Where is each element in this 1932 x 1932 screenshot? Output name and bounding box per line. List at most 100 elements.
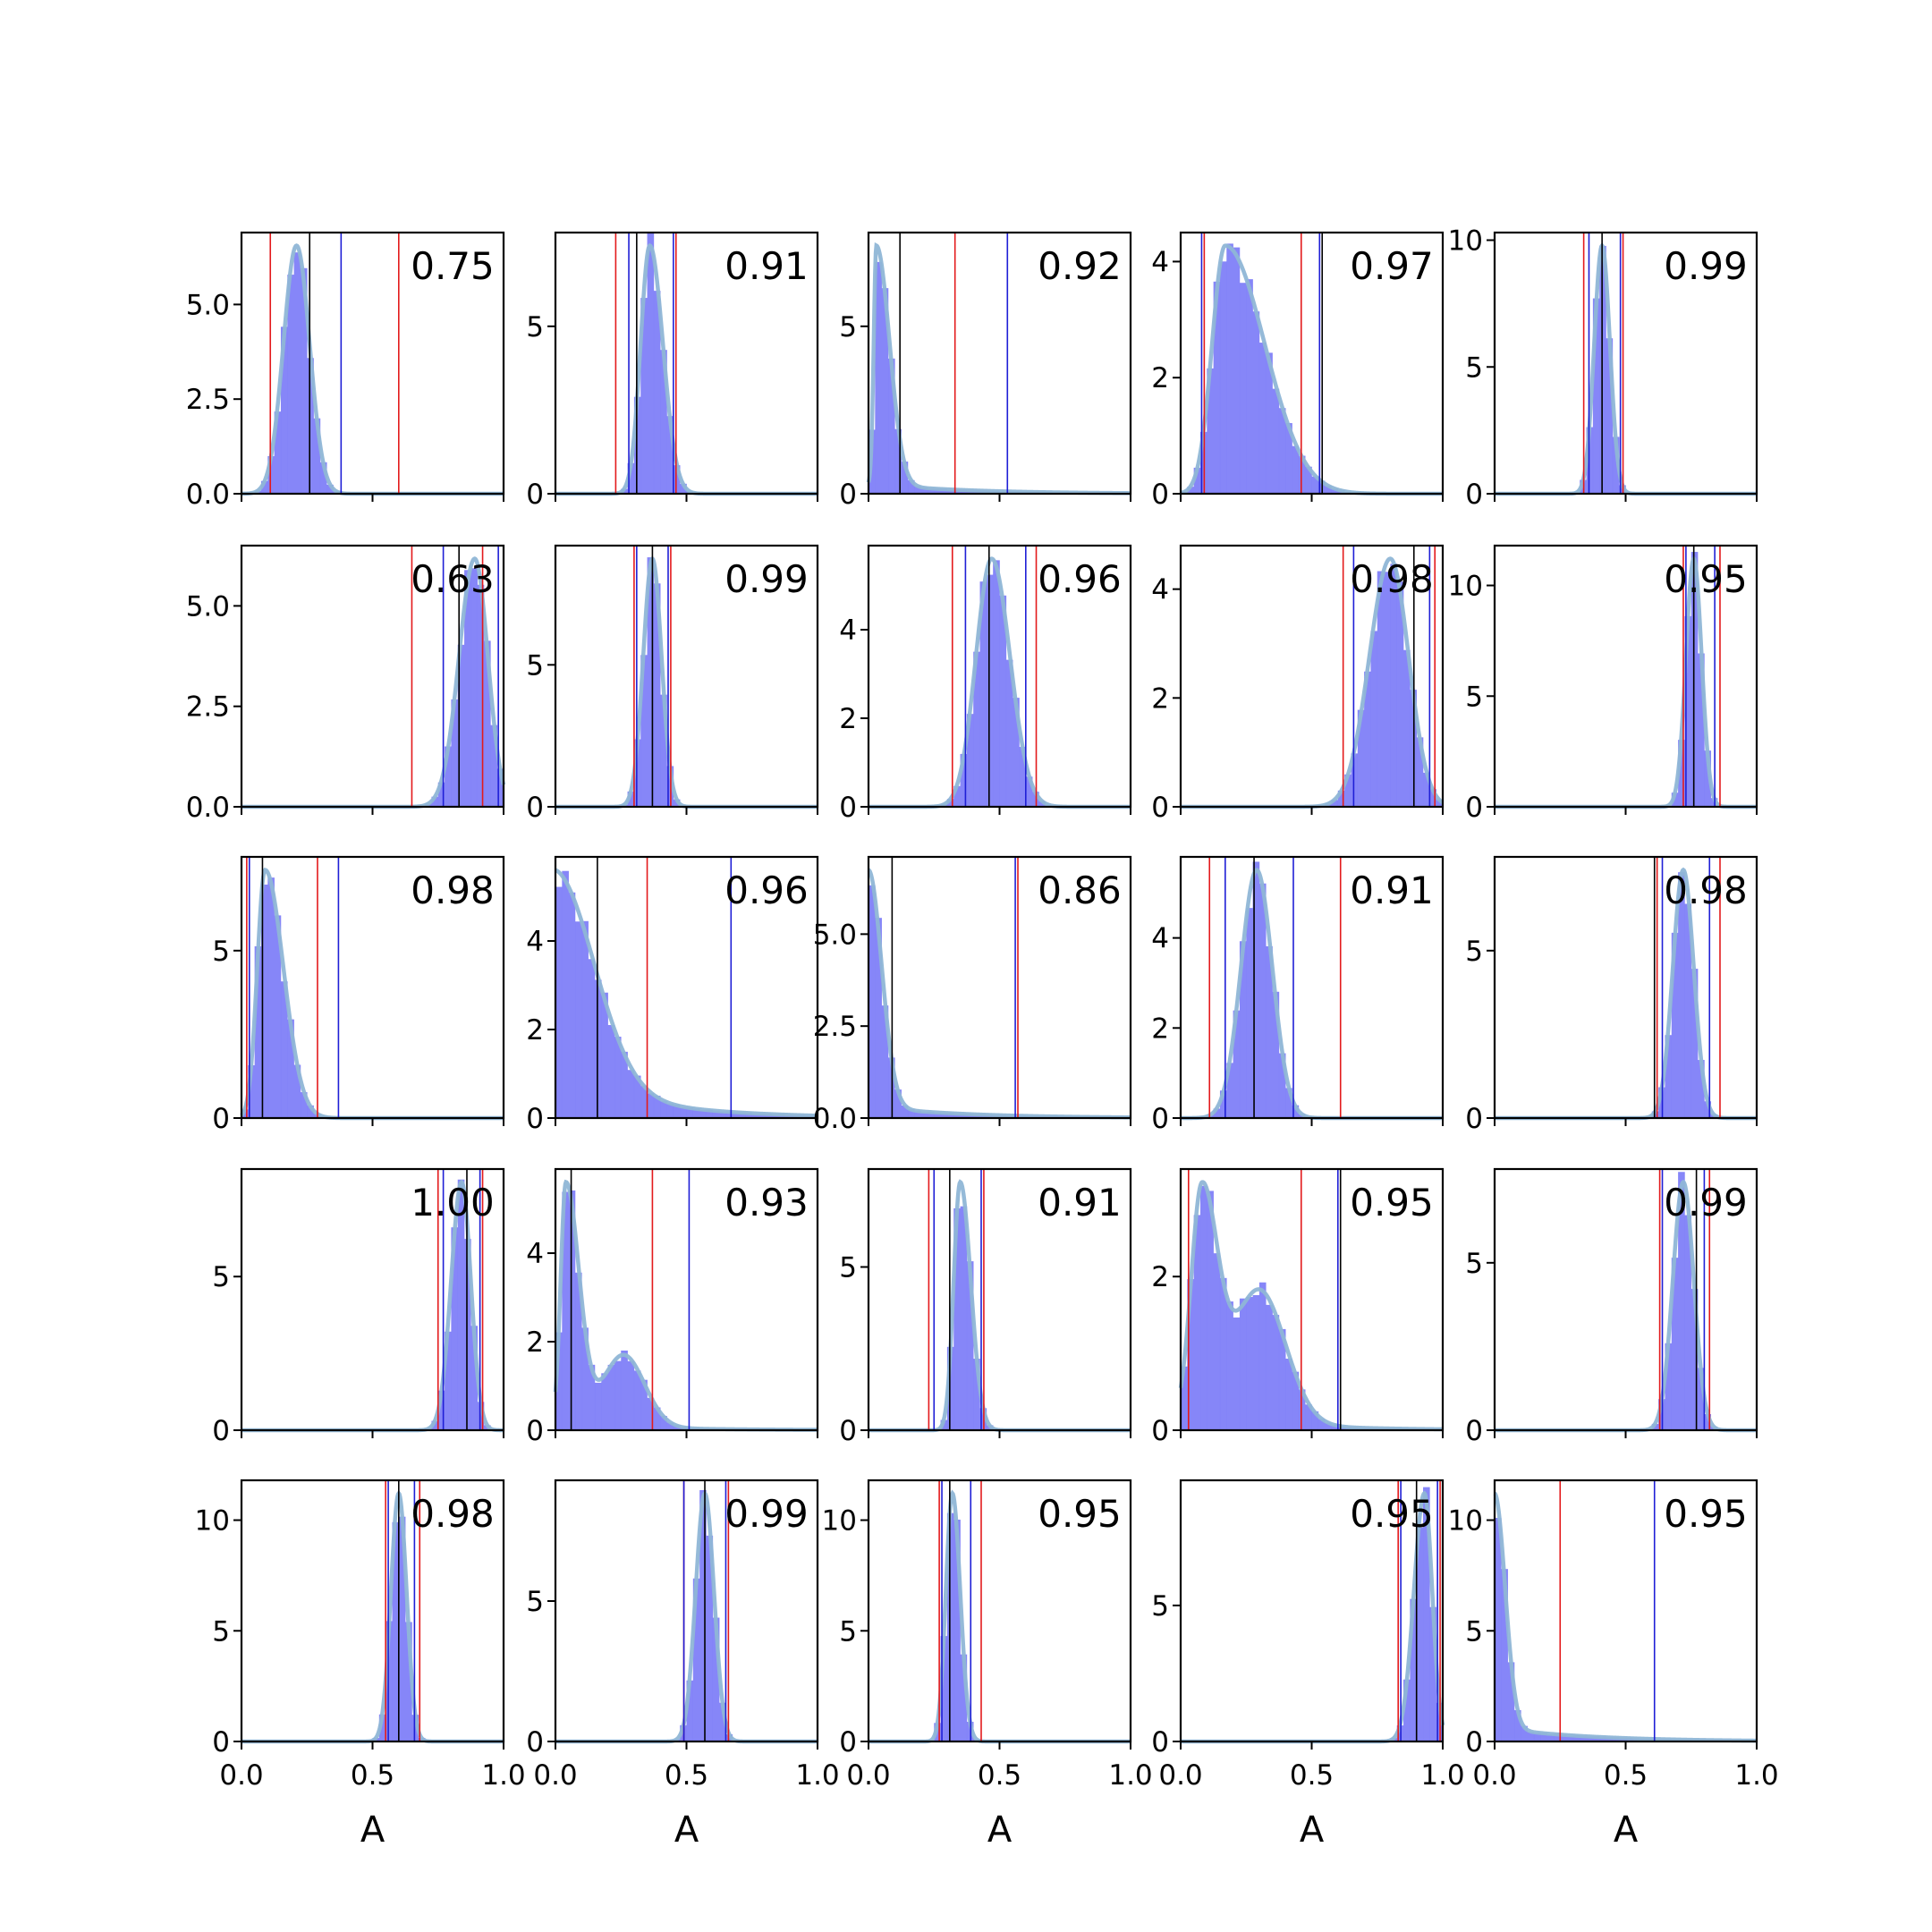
hist-bar — [607, 1364, 615, 1430]
hist-bar — [1278, 1053, 1286, 1118]
hist-bar — [1226, 243, 1233, 494]
hist-bar — [627, 791, 635, 807]
x-axis-label: A — [360, 1809, 386, 1851]
hist-bar — [966, 714, 974, 807]
y-tick-label: 5 — [839, 1252, 857, 1284]
y-tick-label: 10 — [1448, 1505, 1483, 1538]
hist-bar — [1521, 1725, 1528, 1741]
y-tick-label: 0 — [839, 792, 857, 824]
hist-bar — [1351, 753, 1359, 807]
hist-bar — [1671, 1258, 1679, 1430]
subplot-1-3: 0 2 4 0.98 — [1151, 544, 1445, 824]
hist-bar — [1258, 883, 1267, 1118]
hist-bar — [1266, 1304, 1273, 1430]
hist-bar — [1572, 1735, 1580, 1741]
hist-bar — [660, 1416, 667, 1430]
y-tick-label: 0 — [212, 1103, 230, 1135]
hist-bar — [946, 1346, 954, 1430]
hist-bar — [660, 694, 667, 807]
hist-bar — [581, 920, 589, 1118]
hist-bar — [633, 739, 641, 807]
hist-bar — [1678, 740, 1685, 807]
x-tick-label: 1.0 — [1420, 1759, 1464, 1792]
y-tick-label: 0 — [1151, 479, 1169, 511]
hist-bar — [1690, 969, 1699, 1118]
hist-bar — [1553, 1733, 1561, 1741]
hist-bar — [1501, 1569, 1508, 1741]
y-tick-label: 5 — [1151, 1590, 1169, 1623]
y-tick-label: 2 — [1151, 1261, 1169, 1293]
hist-bar — [280, 326, 288, 494]
hist-bar — [940, 488, 948, 494]
hist-bar — [640, 655, 648, 807]
hist-bar — [627, 1070, 635, 1118]
hist-bar — [1019, 747, 1027, 807]
hist-bar — [293, 1064, 301, 1118]
y-tick-label: 0 — [839, 1726, 857, 1758]
x-tick-label: 1.0 — [1108, 1759, 1152, 1792]
hist-bar — [1325, 1422, 1332, 1430]
hist-bar — [881, 1005, 889, 1118]
y-tick-label: 0 — [839, 1415, 857, 1447]
hist-bar — [267, 456, 275, 494]
hist-bar — [451, 1227, 459, 1430]
hist-bar — [940, 1113, 948, 1118]
hist-bar — [1325, 486, 1332, 494]
y-tick-label: 0 — [1465, 1726, 1483, 1758]
x-tick-label: 0.5 — [978, 1759, 1021, 1792]
hist-bar — [953, 1114, 961, 1118]
hist-bar — [1292, 1371, 1300, 1430]
hist-bar — [887, 358, 895, 494]
panel-annotation: 0.99 — [1664, 1181, 1748, 1224]
hist-bar — [927, 1111, 935, 1118]
hist-bar — [477, 1402, 485, 1430]
hist-bar — [901, 1105, 909, 1118]
x-tick-label: 0.0 — [219, 1759, 263, 1792]
x-tick-label: 0.5 — [1290, 1759, 1334, 1792]
y-tick-label: 0 — [839, 479, 857, 511]
y-tick-label: 4 — [839, 614, 857, 647]
y-tick-label: 2.5 — [186, 384, 230, 416]
hist-bar — [1266, 352, 1273, 494]
hist-bar — [1181, 1366, 1188, 1430]
hist-bar — [248, 1064, 255, 1118]
hist-bar — [1213, 1108, 1221, 1118]
hist-bar — [712, 1111, 720, 1118]
hist-bar — [1704, 1101, 1712, 1118]
histogram-bars — [869, 885, 1098, 1118]
hist-bar — [946, 799, 954, 807]
hist-bar — [574, 1272, 582, 1430]
hist-bar — [666, 416, 674, 494]
hist-bar — [470, 568, 478, 807]
hist-bar — [1298, 455, 1306, 494]
hist-bar — [451, 699, 459, 807]
y-tick-label: 4 — [526, 1238, 544, 1270]
y-tick-label: 4 — [1151, 923, 1169, 955]
y-tick-label: 5 — [212, 936, 230, 968]
panel-annotation: 0.98 — [1350, 557, 1434, 601]
hist-bar — [411, 1715, 419, 1741]
histogram-bars — [940, 560, 1053, 807]
hist-bar — [287, 1019, 294, 1118]
subplot-4-4: 0 5 10 0.0 0.5 1.0 A 0.95 — [1448, 1479, 1779, 1851]
hist-bar — [1513, 1709, 1521, 1741]
y-tick-label: 5 — [1465, 681, 1483, 713]
subplot-0-0: 0.0 2.5 5.0 0.75 — [186, 231, 505, 511]
subplot-2-4: 050.98 — [1465, 855, 1758, 1135]
hist-bar — [1219, 1090, 1227, 1118]
hist-bar — [986, 574, 994, 807]
hist-bar — [1246, 279, 1253, 494]
hist-bar — [1390, 564, 1398, 807]
hist-bar — [1690, 552, 1699, 807]
hist-bar — [881, 288, 889, 494]
hist-bar — [692, 1108, 700, 1118]
x-tick-label: 1.0 — [1734, 1759, 1778, 1792]
hist-bar — [1252, 861, 1260, 1118]
y-tick-label: 5 — [526, 649, 544, 682]
hist-bar — [953, 785, 961, 807]
x-tick-label: 1.0 — [481, 1759, 525, 1792]
hist-bar — [1272, 991, 1280, 1118]
y-tick-label: 5 — [526, 311, 544, 343]
hist-bar — [1684, 903, 1692, 1118]
hist-bar — [1429, 1606, 1436, 1741]
